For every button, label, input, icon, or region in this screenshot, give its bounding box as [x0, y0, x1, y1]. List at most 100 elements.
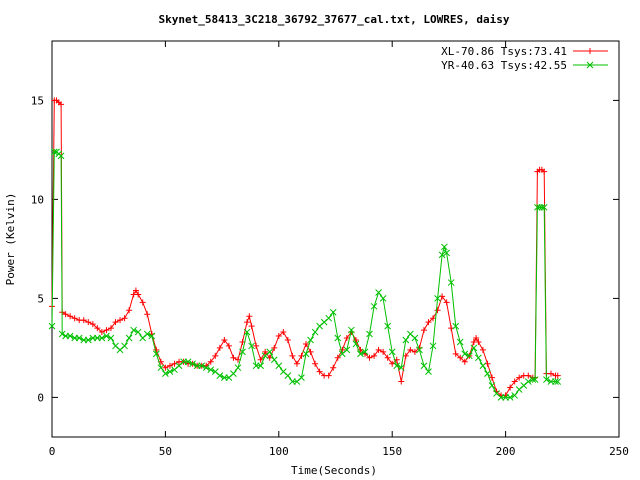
data-point	[402, 352, 409, 359]
data-point	[248, 342, 255, 350]
data-point	[488, 382, 496, 389]
data-point	[57, 152, 65, 160]
axis-ticks: 0 50 100 150 200 250 0 5 10 15	[31, 41, 629, 458]
data-point	[148, 332, 156, 340]
data-point	[280, 329, 287, 336]
data-point	[271, 344, 278, 351]
data-point	[221, 336, 228, 343]
data-point	[384, 322, 392, 330]
data-point	[230, 354, 237, 361]
data-point	[447, 279, 455, 286]
data-point	[162, 364, 169, 371]
data-point	[125, 334, 133, 342]
data-point	[543, 376, 550, 383]
y-tick-label: 5	[37, 292, 44, 305]
data-point	[107, 334, 115, 342]
data-point	[334, 334, 342, 342]
data-point	[202, 364, 210, 372]
data-point	[198, 362, 206, 370]
data-point	[461, 350, 469, 358]
plot-frame	[51, 40, 620, 438]
data-point	[135, 291, 142, 298]
data-point	[397, 364, 405, 372]
data-point	[473, 335, 480, 341]
data-point	[416, 346, 423, 354]
data-point	[207, 358, 214, 365]
data-point	[507, 384, 514, 391]
data-point	[525, 372, 532, 379]
data-point	[547, 370, 554, 377]
data-point	[430, 315, 437, 322]
data-point	[266, 348, 274, 356]
data-point	[58, 101, 65, 108]
data-point	[62, 311, 69, 318]
data-point	[361, 348, 369, 356]
data-point	[50, 148, 58, 156]
data-point	[325, 314, 333, 322]
data-point	[134, 328, 142, 336]
data-point	[284, 336, 291, 343]
data-point	[511, 378, 518, 385]
data-point	[334, 354, 341, 361]
data-point	[357, 350, 364, 358]
data-point	[248, 323, 255, 330]
data-point	[66, 332, 74, 340]
data-point	[216, 372, 224, 379]
data-point	[506, 394, 514, 401]
data-point	[243, 328, 251, 336]
data-point	[475, 354, 482, 362]
data-point	[257, 356, 264, 363]
data-point	[144, 311, 151, 318]
data-point	[352, 336, 359, 343]
data-point	[352, 340, 360, 348]
data-point	[166, 362, 173, 369]
data-point	[284, 372, 292, 379]
data-point	[420, 327, 427, 334]
x-axis-label: Time(Seconds)	[291, 464, 377, 477]
data-point	[121, 315, 128, 322]
data-point	[71, 315, 78, 322]
data-point	[348, 326, 355, 334]
data-point	[234, 364, 242, 372]
data-point	[270, 356, 278, 364]
data-point	[85, 319, 92, 326]
y-tick-label: 10	[31, 193, 44, 206]
data-point	[452, 322, 460, 330]
data-point	[479, 362, 487, 370]
data-point	[524, 378, 532, 385]
data-point	[329, 308, 337, 316]
data-point	[420, 362, 428, 370]
data-point	[511, 392, 519, 399]
data-point	[257, 362, 265, 370]
data-point	[488, 374, 495, 381]
data-point	[244, 319, 251, 326]
data-point	[84, 336, 92, 344]
data-point	[366, 330, 373, 338]
data-point	[429, 342, 437, 350]
data-point	[398, 378, 405, 385]
data-point	[143, 330, 151, 338]
data-point	[103, 332, 110, 340]
data-point	[443, 299, 450, 306]
data-point	[456, 338, 464, 346]
data-point	[330, 364, 337, 371]
data-point	[540, 203, 548, 211]
x-tick-label: 50	[159, 445, 172, 458]
data-point	[253, 342, 260, 349]
series-group	[48, 97, 562, 401]
legend-label: YR-40.63 Tsys:42.55	[441, 59, 567, 72]
data-point	[529, 376, 537, 383]
chart-title: Skynet_58413_3C218_36792_37677_cal.txt, …	[159, 13, 510, 26]
data-point	[516, 374, 523, 381]
x-tick-label: 100	[269, 445, 289, 458]
series-line	[51, 99, 558, 396]
data-point	[541, 168, 548, 175]
data-point	[484, 370, 491, 377]
data-point	[207, 366, 215, 374]
x-tick-label: 250	[609, 445, 629, 458]
data-point	[239, 348, 246, 356]
data-point	[303, 340, 310, 347]
data-point	[554, 378, 562, 385]
